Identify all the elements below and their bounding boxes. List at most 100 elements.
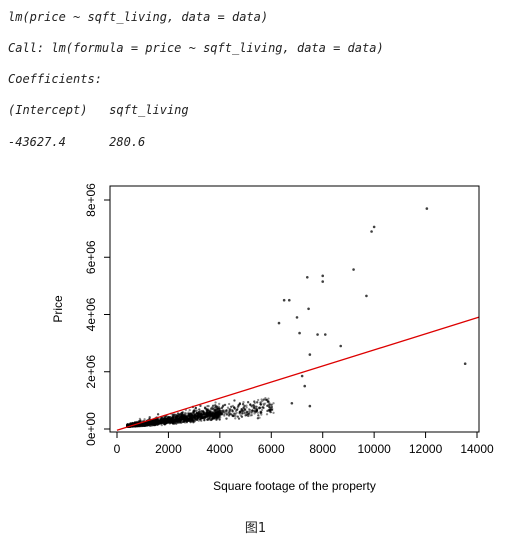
data-point — [196, 414, 199, 417]
data-point — [203, 417, 206, 420]
data-point — [218, 411, 221, 414]
data-point — [137, 424, 140, 427]
data-point — [145, 422, 148, 425]
data-point — [157, 419, 160, 423]
data-point — [142, 422, 145, 426]
data-point — [216, 417, 219, 420]
data-point — [138, 424, 141, 428]
data-point — [139, 423, 142, 426]
data-point — [212, 412, 215, 415]
data-point — [182, 415, 185, 419]
data-point — [163, 416, 166, 420]
data-point — [227, 414, 231, 417]
data-point — [252, 403, 255, 407]
data-point — [200, 413, 203, 416]
data-point — [175, 419, 178, 422]
data-point — [226, 406, 230, 409]
data-point — [161, 419, 164, 422]
data-point — [155, 419, 158, 422]
data-point — [151, 420, 154, 423]
data-point — [200, 414, 203, 418]
data-point — [159, 420, 163, 423]
point-cloud — [126, 396, 275, 428]
data-point — [160, 418, 163, 421]
data-point — [143, 422, 146, 425]
data-point — [197, 414, 200, 418]
data-point — [161, 420, 165, 424]
data-point — [182, 417, 185, 421]
data-point — [258, 406, 261, 409]
data-point — [216, 414, 219, 417]
data-point — [152, 423, 155, 426]
data-point — [161, 421, 164, 424]
data-point — [208, 410, 211, 413]
data-point — [171, 422, 175, 425]
data-point — [142, 422, 145, 426]
data-point — [148, 422, 151, 426]
data-point — [174, 416, 178, 419]
data-point — [209, 413, 212, 416]
data-point — [147, 420, 150, 424]
data-point — [209, 414, 212, 418]
data-point — [152, 420, 155, 423]
data-point — [162, 417, 165, 420]
data-point — [205, 409, 208, 412]
data-point — [192, 410, 195, 413]
data-point — [193, 420, 196, 423]
data-point — [215, 413, 218, 416]
data-point — [169, 415, 172, 419]
data-point — [170, 416, 174, 419]
data-point — [156, 413, 160, 416]
data-point — [199, 417, 202, 421]
data-point — [231, 414, 234, 417]
data-point — [172, 419, 175, 422]
data-point — [159, 421, 163, 424]
data-point — [240, 407, 243, 411]
data-point — [147, 421, 151, 425]
data-point — [211, 411, 214, 414]
data-point — [138, 423, 141, 427]
data-point — [242, 401, 245, 404]
data-point — [185, 419, 188, 422]
data-point — [135, 424, 138, 428]
data-point — [208, 412, 211, 416]
data-point — [196, 416, 199, 420]
data-point — [151, 423, 154, 426]
x-axis-label: Square footage of the property — [213, 479, 376, 493]
data-point — [260, 413, 263, 416]
data-point — [154, 419, 158, 422]
data-point — [189, 412, 192, 416]
data-point — [209, 408, 213, 411]
data-point — [232, 414, 235, 418]
data-point — [141, 423, 145, 427]
data-point — [151, 422, 154, 426]
data-point — [176, 419, 179, 422]
data-point — [266, 400, 269, 404]
data-point — [181, 417, 184, 420]
data-point — [197, 415, 200, 418]
data-point — [164, 418, 167, 421]
data-point — [255, 408, 259, 411]
data-point — [161, 418, 164, 422]
data-point — [143, 424, 146, 427]
data-point — [143, 422, 147, 425]
data-point — [206, 417, 210, 420]
data-point — [245, 413, 248, 416]
data-point — [217, 411, 220, 414]
data-point — [189, 415, 192, 418]
data-point — [256, 417, 260, 420]
data-point — [221, 405, 224, 408]
data-point — [194, 407, 197, 410]
data-point — [250, 405, 253, 408]
data-point — [138, 424, 142, 427]
data-point — [140, 423, 144, 427]
data-point — [215, 409, 218, 412]
data-point — [166, 419, 169, 422]
data-point — [268, 406, 271, 409]
data-point — [265, 413, 269, 416]
data-point — [266, 409, 270, 413]
data-point — [197, 414, 200, 417]
data-point — [176, 421, 180, 424]
data-point — [136, 424, 139, 427]
data-point — [137, 420, 141, 423]
